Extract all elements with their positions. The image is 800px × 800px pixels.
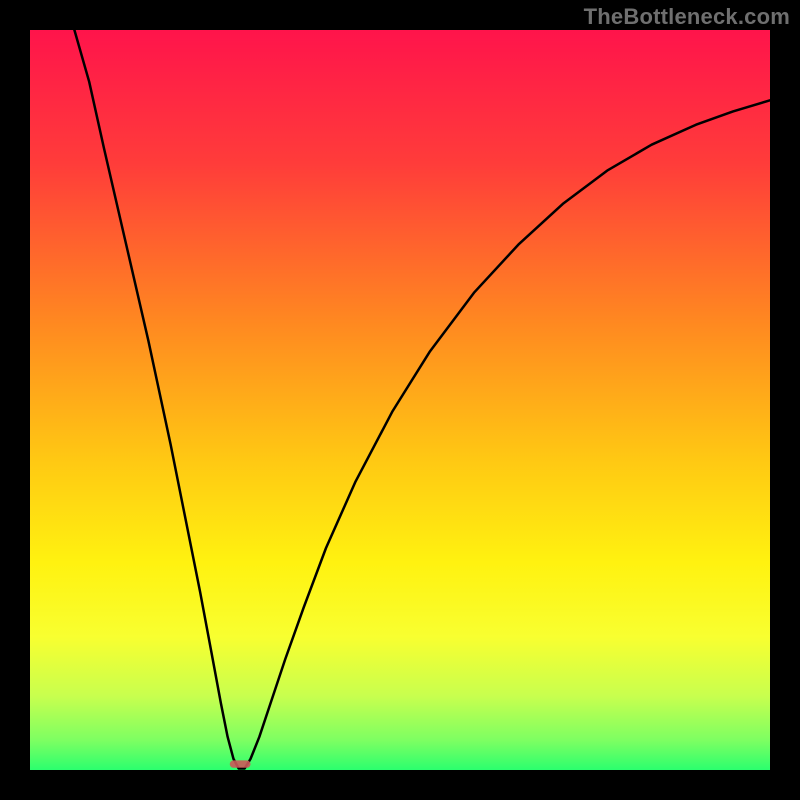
gradient-plot — [0, 0, 800, 800]
chart-canvas: TheBottleneck.com — [0, 0, 800, 800]
bottom-marker — [230, 760, 251, 767]
watermark-text: TheBottleneck.com — [584, 4, 790, 30]
